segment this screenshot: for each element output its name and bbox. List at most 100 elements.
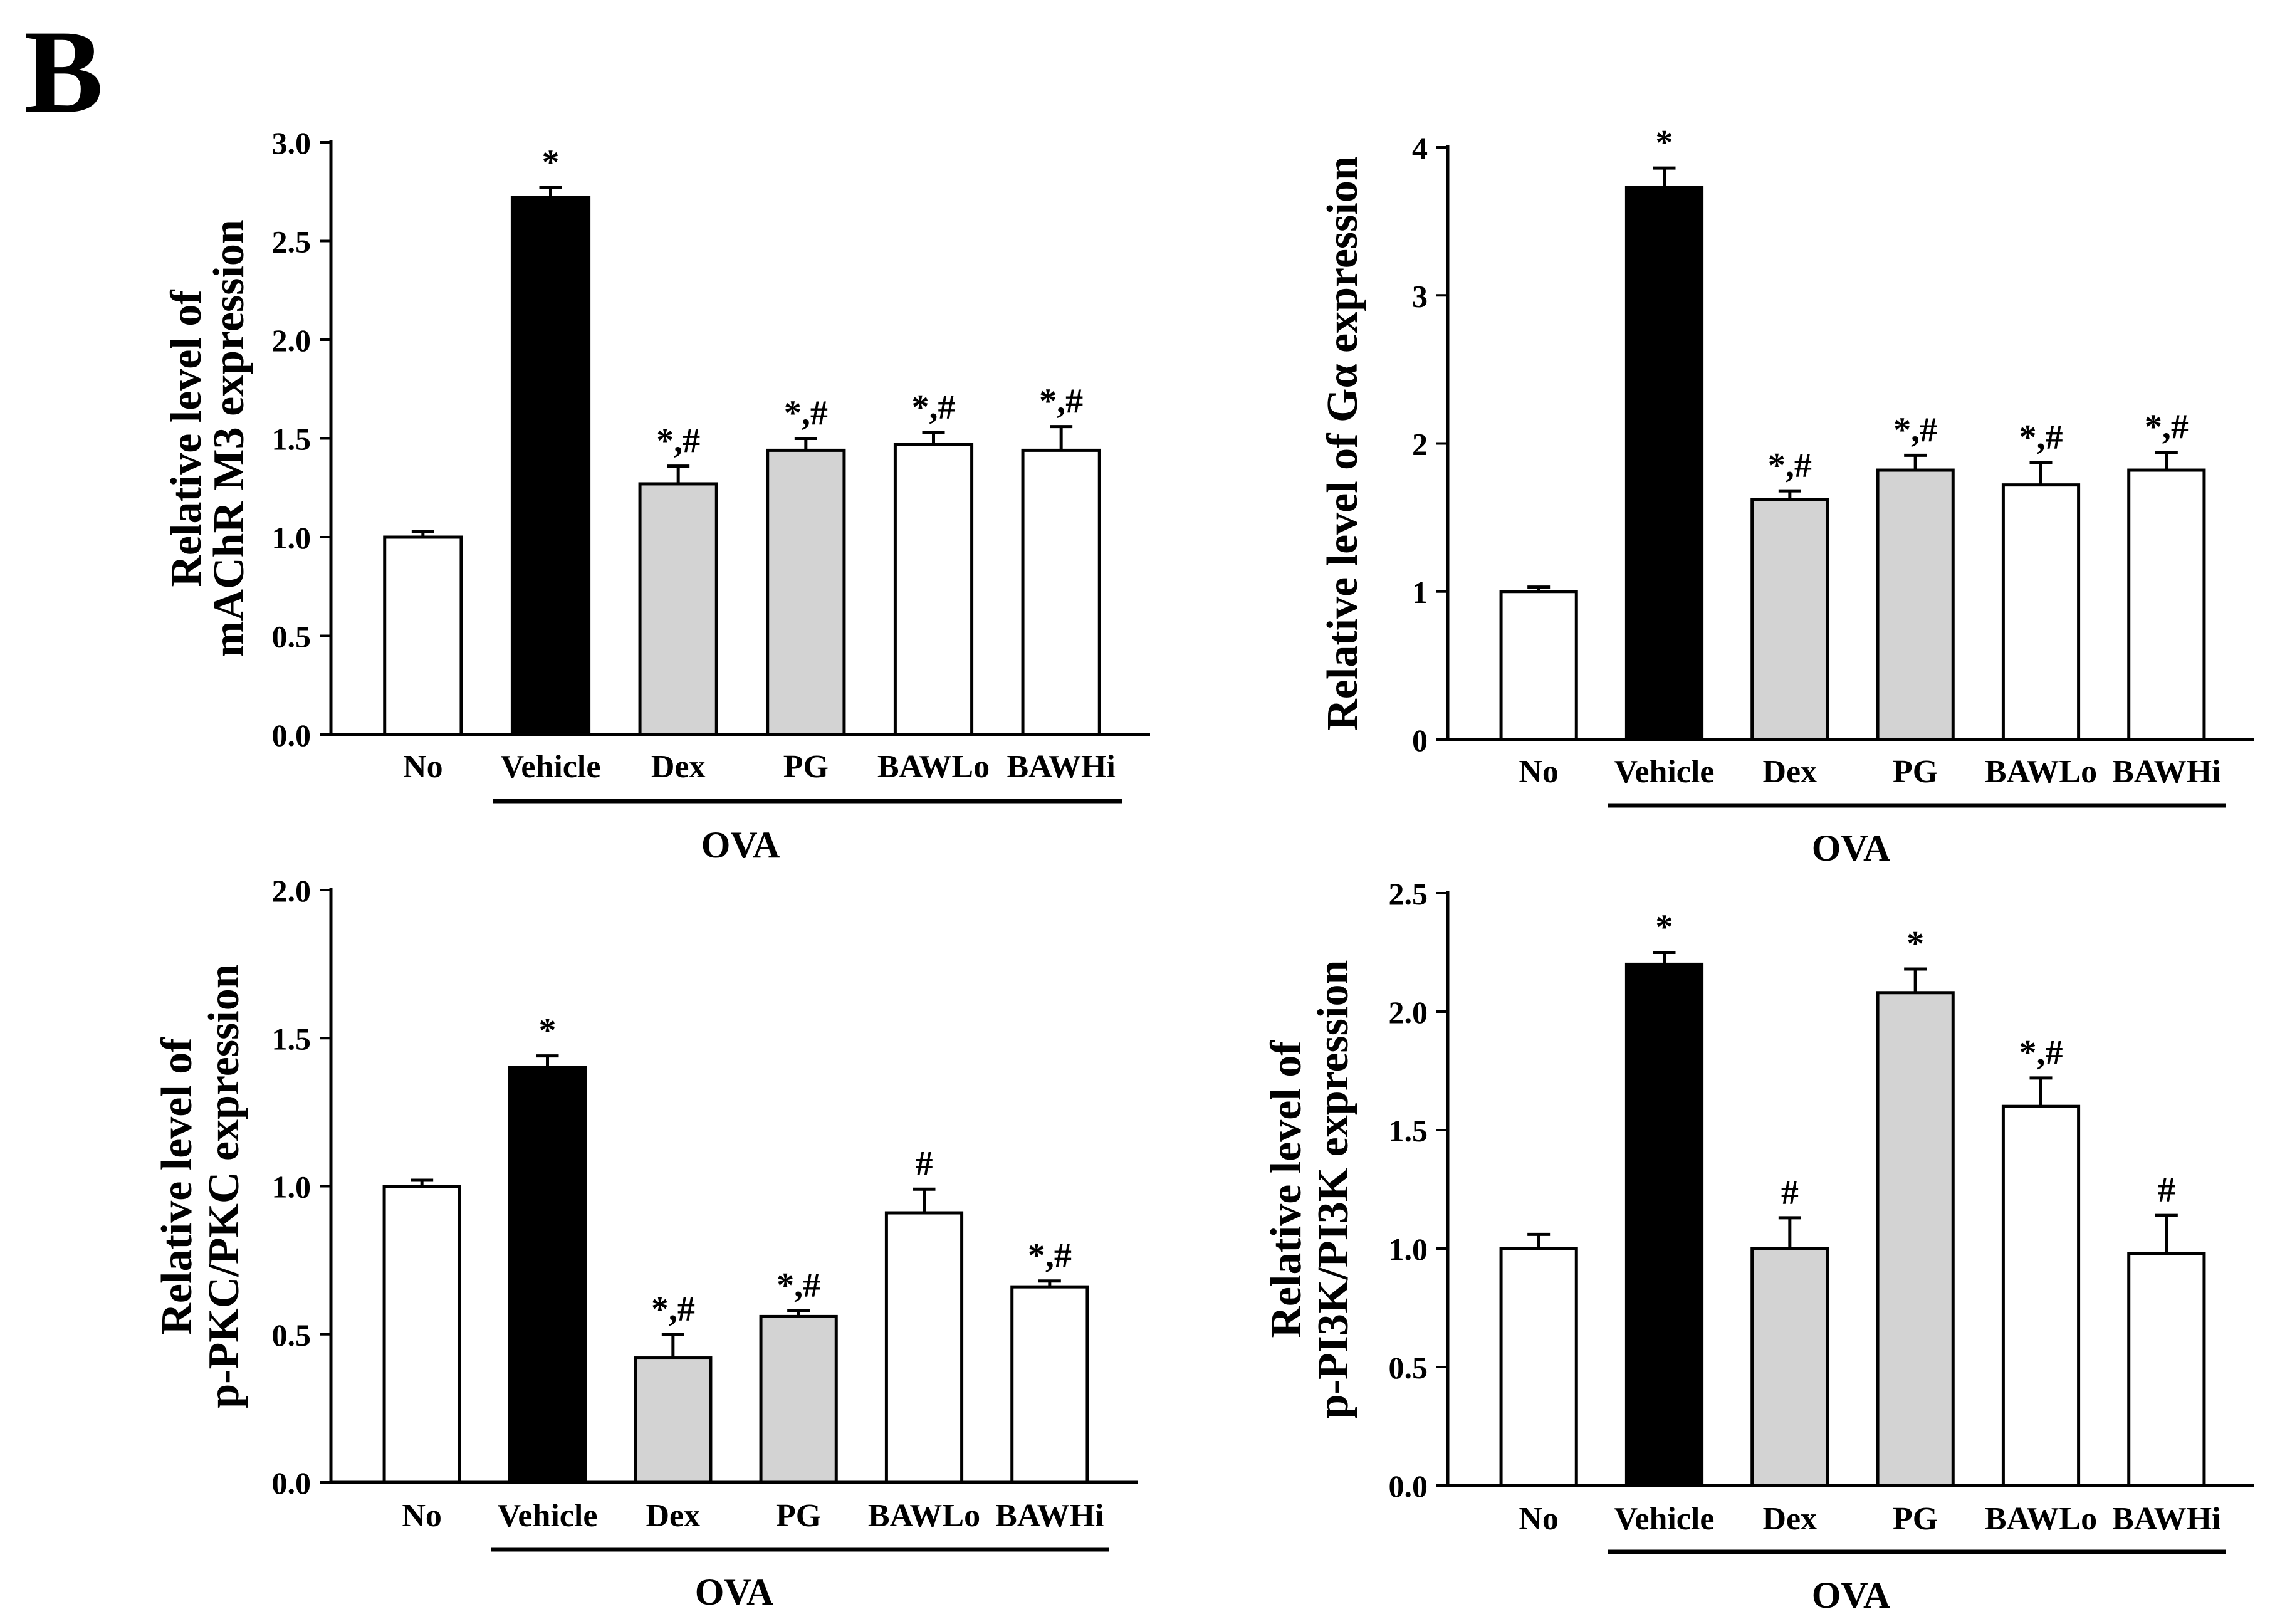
y-tick-label: 0.5 [272,1318,311,1353]
x-tick-label: PG [1893,754,1938,790]
significance-label: # [1781,1173,1799,1212]
significance-label: *,# [1039,382,1083,421]
bar-pg [759,1314,838,1484]
x-axis-label: OVA [695,1571,774,1613]
y-tick-label: 2.5 [1389,876,1428,911]
bar-pg [766,448,846,736]
y-axis-label: Relative level of [153,1037,201,1335]
x-tick-label: BAWHi [995,1498,1104,1534]
x-tick-label: BAWLo [1985,1501,2097,1537]
significance-label: * [1656,908,1673,947]
bar-dex [1750,498,1829,741]
bar-vehicle [1624,186,1704,741]
bar-no [1499,590,1578,741]
bar-bawlo [893,443,974,736]
significance-label: * [1906,925,1924,963]
significance-label: *,# [777,1266,820,1305]
y-tick-label: 0.5 [272,619,311,654]
chart-machr-m3: 0.0 0.5 1.0 1.5 2.0 2.5 3.0 Relative level ofmA… [162,125,1150,866]
x-tick-label: PG [776,1498,821,1534]
bar-bawhi [2127,1252,2206,1487]
y-tick-label: 2.0 [272,323,311,358]
x-tick-label: Vehicle [498,1498,598,1534]
y-tick-label: 0 [1412,723,1428,758]
y-tick-label: 1.5 [272,422,311,457]
y-tick-label: 0.0 [272,718,311,753]
significance-label: # [2158,1171,2175,1210]
y-tick-label: 0.0 [272,1465,311,1501]
significance-label: *,# [1893,411,1937,449]
y-tick-label: 1 [1412,575,1428,610]
significance-label: *,# [784,394,828,433]
chart-galpha: 0 1 2 3 4 Relative level of Gα expression No * V… [1319,123,2254,869]
bar-vehicle [1624,962,1704,1487]
x-axis-label: OVA [701,824,780,866]
significance-label: # [916,1145,933,1183]
significance-label: *,# [2019,418,2063,457]
y-tick-label: 1.0 [272,520,311,555]
y-tick-label: 0.0 [1389,1469,1428,1504]
y-axis-label: Relative level of [162,290,211,587]
y-tick-label: 2.0 [1389,995,1428,1030]
bar-vehicle [510,196,591,736]
y-axis-label: p-PI3K/PI3K expression [1309,960,1357,1419]
x-tick-label: BAWHi [1007,749,1115,785]
bar-bawhi [2127,468,2206,741]
bar-pg [1876,468,1955,741]
y-tick-label: 2.5 [272,224,311,259]
x-tick-label: Dex [646,1498,701,1534]
significance-label: *,# [651,1290,695,1329]
chart-ppi3k-pi3k: 0.0 0.5 1.0 1.5 2.0 2.5 Relative level ofp-PI3… [1262,876,2254,1616]
x-tick-label: BAWHi [2112,1501,2220,1537]
x-tick-label: No [403,749,443,785]
y-tick-label: 1.0 [1389,1232,1428,1267]
bar-vehicle [508,1066,587,1484]
y-tick-label: 1.5 [272,1021,311,1056]
panel-label: B [24,6,103,138]
x-tick-label: Dex [651,749,706,785]
bar-bawhi [1010,1285,1089,1484]
bar-pg [1876,991,1955,1487]
y-axis-label: Relative level of [1262,1040,1310,1338]
chart-ppkc-pkc: 0.0 0.5 1.0 1.5 2.0 Relative level ofp-PKC/PK… [153,873,1138,1613]
y-tick-label: 0.5 [1389,1350,1428,1385]
x-tick-label: Vehicle [501,749,601,785]
y-axis-label: Relative level of Gα expression [1319,156,1367,731]
y-tick-label: 1.5 [1389,1113,1428,1148]
x-tick-label: PG [783,749,829,785]
bar-no [382,1185,461,1484]
y-tick-label: 3.0 [272,125,311,160]
y-tick-label: 2 [1412,427,1428,462]
x-tick-label: BAWLo [868,1498,980,1534]
bar-no [383,535,463,736]
x-axis-label: OVA [1812,827,1891,869]
significance-label: *,# [1028,1237,1072,1276]
x-tick-label: No [402,1498,442,1534]
x-tick-label: No [1519,754,1559,790]
significance-label: * [542,143,560,182]
significance-label: *,# [2019,1034,2063,1072]
significance-label: * [539,1012,557,1050]
x-axis-label: OVA [1812,1574,1891,1616]
y-tick-label: 2.0 [272,873,311,908]
significance-label: *,# [656,422,700,461]
significance-label: *,# [2145,408,2189,447]
significance-label: * [1656,123,1673,162]
significance-label: *,# [912,388,956,427]
y-tick-label: 3 [1412,278,1428,313]
x-tick-label: Dex [1763,1501,1818,1537]
x-tick-label: Dex [1763,754,1818,790]
bar-no [1499,1247,1578,1487]
x-tick-label: No [1519,1501,1559,1537]
bar-bawlo [2001,1104,2081,1487]
bar-bawlo [2001,483,2081,741]
x-tick-label: BAWHi [2112,754,2220,790]
significance-label: *,# [1768,446,1812,485]
y-tick-label: 4 [1412,130,1428,165]
bar-dex [634,1356,713,1484]
bar-dex [1750,1247,1829,1487]
x-tick-label: BAWLo [1985,754,2097,790]
y-axis-label: p-PKC/PKC expression [200,964,248,1408]
bar-dex [638,482,718,736]
